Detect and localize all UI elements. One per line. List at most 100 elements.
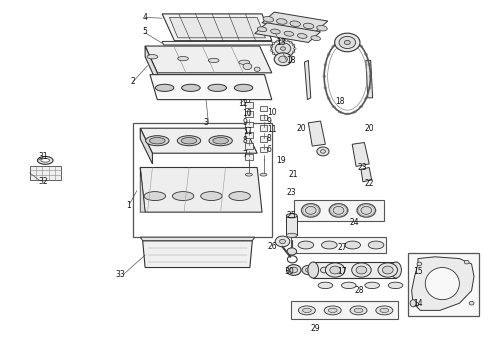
- Ellipse shape: [234, 84, 253, 91]
- Ellipse shape: [293, 44, 295, 46]
- Polygon shape: [304, 60, 311, 100]
- Polygon shape: [313, 262, 396, 278]
- Ellipse shape: [275, 43, 291, 54]
- Ellipse shape: [303, 23, 314, 29]
- Text: 31: 31: [38, 152, 48, 161]
- Ellipse shape: [354, 308, 363, 312]
- Text: 22: 22: [365, 179, 374, 188]
- Text: 30: 30: [284, 267, 294, 276]
- Ellipse shape: [279, 56, 288, 63]
- Polygon shape: [255, 23, 320, 42]
- Text: 19: 19: [277, 156, 286, 165]
- Text: 12: 12: [238, 99, 247, 108]
- Ellipse shape: [276, 55, 278, 57]
- Text: 26: 26: [267, 242, 277, 251]
- Ellipse shape: [275, 236, 290, 247]
- Ellipse shape: [378, 263, 397, 277]
- Bar: [291, 237, 386, 253]
- Bar: [245, 143, 253, 149]
- Text: 7: 7: [243, 150, 247, 159]
- Ellipse shape: [287, 233, 297, 238]
- Ellipse shape: [345, 241, 361, 249]
- Ellipse shape: [290, 41, 292, 43]
- Text: 17: 17: [338, 267, 347, 276]
- Text: 32: 32: [38, 177, 48, 186]
- Polygon shape: [352, 143, 369, 166]
- Ellipse shape: [276, 40, 278, 42]
- Ellipse shape: [311, 36, 320, 41]
- Ellipse shape: [254, 67, 260, 71]
- Bar: [287, 216, 297, 235]
- Ellipse shape: [330, 266, 341, 274]
- Polygon shape: [145, 46, 272, 73]
- Ellipse shape: [286, 56, 288, 58]
- Text: 3: 3: [203, 118, 208, 127]
- Polygon shape: [170, 18, 266, 38]
- Polygon shape: [308, 121, 325, 146]
- Polygon shape: [140, 128, 257, 153]
- Ellipse shape: [425, 267, 460, 300]
- Bar: [408, 253, 479, 316]
- Ellipse shape: [146, 136, 169, 146]
- Ellipse shape: [357, 203, 375, 217]
- Polygon shape: [162, 41, 273, 45]
- Ellipse shape: [287, 265, 301, 275]
- Ellipse shape: [469, 301, 474, 305]
- Text: 23: 23: [357, 163, 367, 172]
- Ellipse shape: [305, 268, 311, 272]
- Ellipse shape: [290, 21, 300, 27]
- Ellipse shape: [293, 51, 295, 53]
- Ellipse shape: [414, 302, 419, 306]
- Text: 8: 8: [267, 134, 271, 143]
- Text: 9: 9: [243, 118, 247, 127]
- Ellipse shape: [239, 60, 250, 64]
- Ellipse shape: [149, 138, 165, 144]
- Text: 1: 1: [126, 201, 130, 210]
- Text: 20: 20: [365, 124, 374, 133]
- Bar: [245, 132, 253, 138]
- Ellipse shape: [286, 39, 288, 41]
- Bar: [260, 147, 268, 153]
- Text: 5: 5: [143, 27, 147, 36]
- Ellipse shape: [201, 192, 222, 201]
- Bar: [294, 200, 384, 221]
- Ellipse shape: [172, 192, 194, 201]
- Polygon shape: [361, 167, 372, 182]
- Text: 10: 10: [267, 108, 276, 117]
- Bar: [291, 301, 398, 319]
- Text: 28: 28: [355, 286, 364, 295]
- Polygon shape: [145, 46, 157, 84]
- Ellipse shape: [464, 260, 469, 264]
- Text: 27: 27: [338, 243, 347, 252]
- Polygon shape: [366, 60, 373, 98]
- Ellipse shape: [281, 56, 283, 58]
- Ellipse shape: [417, 262, 422, 266]
- Text: 29: 29: [311, 324, 320, 333]
- Ellipse shape: [329, 203, 348, 217]
- Ellipse shape: [320, 267, 328, 273]
- Ellipse shape: [147, 55, 158, 59]
- Ellipse shape: [37, 157, 53, 164]
- Text: 24: 24: [350, 219, 359, 228]
- Ellipse shape: [290, 54, 292, 56]
- Text: 23: 23: [287, 188, 296, 197]
- Polygon shape: [262, 12, 328, 32]
- Ellipse shape: [213, 138, 228, 144]
- Ellipse shape: [298, 306, 316, 315]
- Text: 9: 9: [267, 117, 272, 126]
- Ellipse shape: [178, 57, 189, 61]
- Bar: [30, 166, 61, 180]
- Ellipse shape: [376, 306, 393, 315]
- Ellipse shape: [410, 300, 416, 307]
- Ellipse shape: [325, 263, 345, 277]
- Bar: [260, 114, 268, 120]
- Ellipse shape: [297, 33, 307, 39]
- Ellipse shape: [382, 266, 393, 274]
- Ellipse shape: [260, 173, 267, 176]
- Text: 8: 8: [243, 136, 247, 145]
- Ellipse shape: [182, 84, 200, 91]
- Ellipse shape: [272, 53, 275, 54]
- Ellipse shape: [281, 47, 286, 50]
- Ellipse shape: [308, 262, 319, 278]
- Text: 11: 11: [267, 126, 276, 135]
